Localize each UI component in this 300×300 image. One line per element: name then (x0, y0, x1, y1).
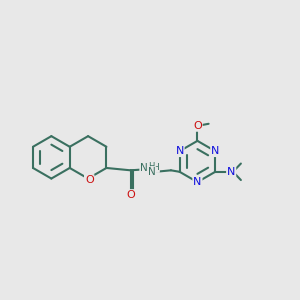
Text: N: N (140, 163, 148, 173)
Text: N: N (193, 177, 202, 187)
Text: O: O (85, 175, 94, 185)
Text: N: N (211, 146, 220, 156)
Text: N: N (176, 146, 184, 156)
Text: O: O (193, 121, 202, 131)
Text: H: H (152, 163, 159, 172)
Text: H: H (148, 162, 155, 171)
Text: N: N (227, 167, 236, 177)
Text: N: N (148, 167, 156, 177)
Text: O: O (126, 190, 135, 200)
